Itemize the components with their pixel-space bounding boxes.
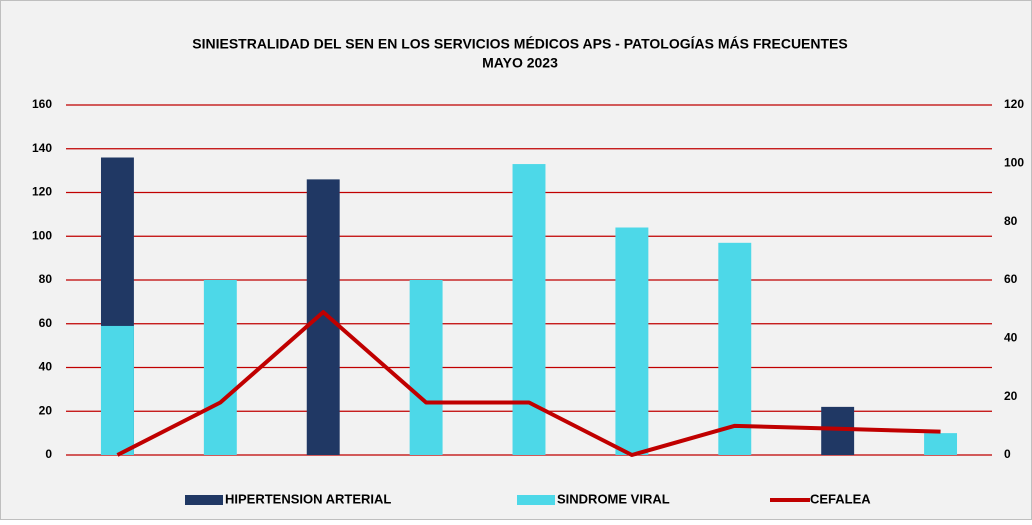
- y2-tick-label: 40: [1004, 331, 1018, 345]
- y-tick-label: 160: [32, 97, 52, 111]
- bar: [718, 242, 752, 455]
- bar: [409, 280, 443, 455]
- y-tick-label: 120: [32, 185, 52, 199]
- y2-tick-label: 20: [1004, 389, 1018, 403]
- line: [116, 310, 941, 457]
- chart-subtitle: MAYO 2023: [482, 55, 558, 71]
- y2-tick-label: 100: [1004, 156, 1024, 170]
- y-tick-label: 80: [39, 272, 53, 286]
- chart-title: SINIESTRALIDAD DEL SEN EN LOS SERVICIOS …: [192, 36, 847, 52]
- legend-label: HIPERTENSION ARTERIAL: [225, 491, 391, 506]
- legend-swatch: [185, 495, 223, 505]
- bar: [615, 227, 649, 455]
- bar: [100, 325, 134, 455]
- bar: [924, 433, 958, 455]
- y-tick-label: 40: [39, 360, 53, 374]
- bar: [306, 179, 340, 455]
- y2-tick-label: 60: [1004, 272, 1018, 286]
- legend-swatch: [517, 495, 555, 505]
- y-tick-label: 60: [39, 316, 53, 330]
- legend-label: SINDROME VIRAL: [557, 491, 670, 506]
- y-tick-label: 140: [32, 141, 52, 155]
- y-tick-label: 20: [39, 403, 53, 417]
- y2-tick-label: 120: [1004, 97, 1024, 111]
- bar: [203, 280, 237, 455]
- y2-tick-label: 80: [1004, 214, 1018, 228]
- y-tick-label: 100: [32, 228, 52, 242]
- legend-label: CEFALEA: [810, 491, 871, 506]
- y2-tick-label: 0: [1004, 447, 1011, 461]
- y-tick-label: 0: [45, 447, 52, 461]
- bar: [512, 164, 546, 455]
